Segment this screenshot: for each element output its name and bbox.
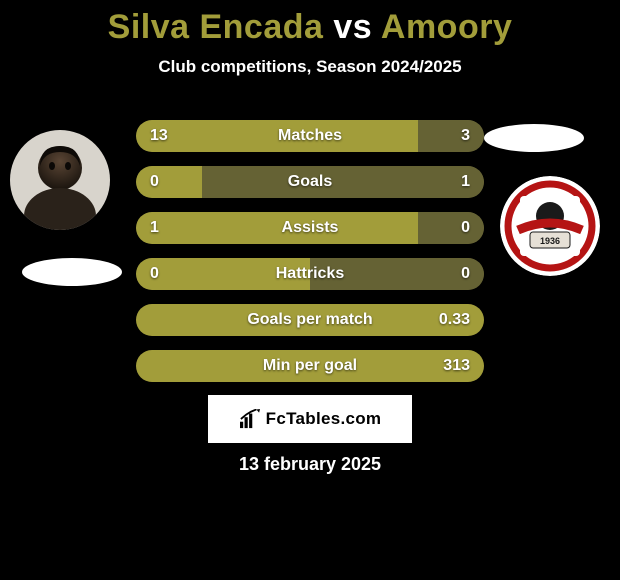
player-left-avatar-image (10, 130, 110, 230)
stat-value-left: 0 (136, 258, 173, 290)
page-title: Silva Encada vs Amoory (0, 0, 620, 47)
stat-value-right: 0 (447, 258, 484, 290)
title-right: Amoory (381, 8, 512, 46)
player-right-oval (484, 124, 584, 152)
comparison-card: Silva Encada vs Amoory Club competitions… (0, 0, 620, 580)
stat-row: 0.33Goals per match (136, 304, 484, 336)
player-left-avatar (10, 130, 110, 230)
stat-value-right: 0.33 (425, 304, 484, 336)
fctables-logo-icon (239, 409, 261, 429)
watermark-box: FcTables.com (208, 395, 412, 443)
watermark-text: FcTables.com (266, 409, 382, 429)
stat-value-right: 0 (447, 212, 484, 244)
stat-value-left: 0 (136, 166, 173, 198)
stat-value-left: 13 (136, 120, 182, 152)
stat-row: 00Hattricks (136, 258, 484, 290)
stat-fill-right (202, 166, 484, 198)
title-vs: vs (333, 8, 372, 46)
player-right-crest: 1936 (500, 176, 600, 276)
stat-row: 133Matches (136, 120, 484, 152)
stat-value-left: 1 (136, 212, 173, 244)
stat-row: 10Assists (136, 212, 484, 244)
stat-fill-left (136, 212, 418, 244)
date-text: 13 february 2025 (0, 454, 620, 475)
stats-container: 133Matches01Goals10Assists00Hattricks0.3… (136, 120, 484, 396)
stat-value-right: 313 (429, 350, 484, 382)
title-left: Silva Encada (108, 8, 324, 46)
player-left-oval (22, 258, 122, 286)
stat-value-right: 3 (447, 120, 484, 152)
stat-row: 01Goals (136, 166, 484, 198)
stat-value-left (136, 350, 164, 382)
stat-row: 313Min per goal (136, 350, 484, 382)
subtitle: Club competitions, Season 2024/2025 (0, 57, 620, 77)
player-right-crest-image: 1936 (500, 176, 600, 276)
stat-value-left (136, 304, 164, 336)
svg-text:1936: 1936 (540, 236, 560, 246)
stat-value-right: 1 (447, 166, 484, 198)
